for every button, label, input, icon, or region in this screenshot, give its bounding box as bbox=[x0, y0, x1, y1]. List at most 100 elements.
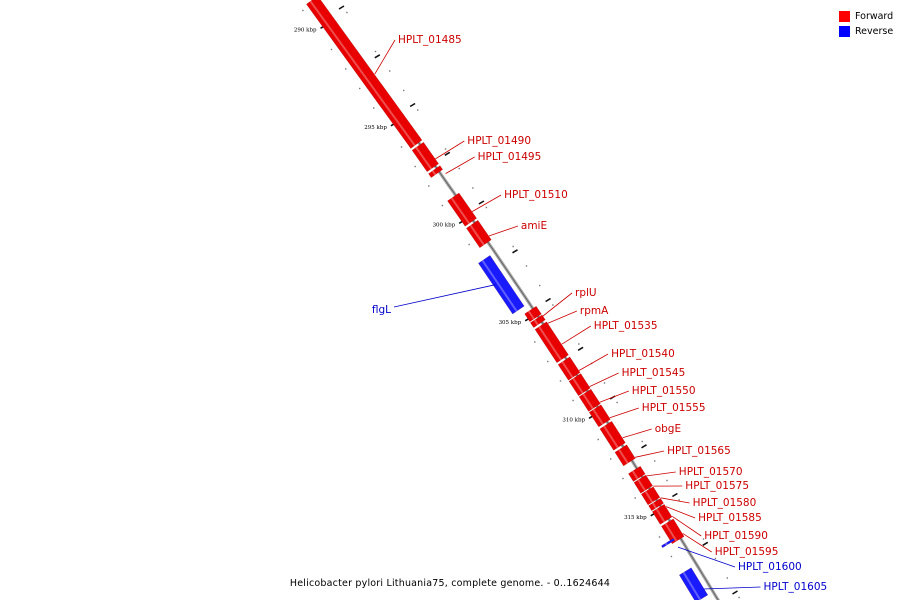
minor-tick bbox=[525, 265, 528, 267]
gene-labels: HPLT_01485 HPLT_01490 HPLT_01495 HPLT_01510… bbox=[372, 34, 827, 593]
gene-feature bbox=[524, 305, 542, 322]
label-leader bbox=[578, 353, 609, 371]
minor-tick bbox=[654, 460, 656, 462]
minor-tick bbox=[678, 499, 680, 501]
gene-highlight bbox=[682, 571, 701, 600]
gene-label: HPLT_01555 bbox=[642, 402, 706, 414]
gene-features bbox=[306, 0, 709, 600]
outer-tick bbox=[512, 249, 518, 254]
minor-tick bbox=[512, 245, 514, 248]
gene-label: HPLT_01485 bbox=[398, 34, 462, 46]
gene-feature bbox=[661, 518, 685, 545]
outer-tick bbox=[577, 346, 584, 351]
minor-tick bbox=[726, 577, 728, 579]
minor-tick bbox=[552, 304, 554, 306]
minor-tick bbox=[670, 555, 673, 558]
gene-feature bbox=[633, 474, 653, 494]
minor-tick bbox=[534, 341, 536, 343]
label-leader bbox=[393, 284, 496, 308]
label-leader bbox=[599, 390, 629, 403]
gene-highlight bbox=[309, 0, 416, 147]
label-leader bbox=[703, 586, 761, 590]
gene-feature bbox=[599, 421, 626, 451]
outer-tick bbox=[545, 297, 552, 303]
gene-label: HPLT_01600 bbox=[738, 561, 802, 573]
minor-tick bbox=[559, 380, 562, 382]
label-leader bbox=[374, 39, 396, 75]
minor-tick bbox=[373, 107, 375, 109]
minor-tick bbox=[374, 50, 377, 53]
label-leader bbox=[589, 372, 619, 387]
gene-label: HPLT_01565 bbox=[667, 445, 731, 457]
gene-label: HPLT_01510 bbox=[504, 189, 568, 201]
minor-tick bbox=[330, 48, 333, 51]
label-leader bbox=[665, 506, 696, 519]
minor-tick bbox=[738, 596, 740, 599]
minor-tick bbox=[622, 477, 624, 480]
gene-label: HPLT_01570 bbox=[679, 466, 743, 478]
legend-swatch-forward bbox=[839, 11, 850, 22]
gene-highlight bbox=[631, 470, 639, 480]
label-leader bbox=[609, 407, 639, 419]
genome-caption: Helicobacter pylori Lithuania75, complet… bbox=[289, 578, 611, 589]
major-ticks: 290 kbp 295 kbp 300 kbp 305 kbp 310 kbp 315 k… bbox=[294, 5, 738, 595]
outer-tick bbox=[702, 541, 709, 546]
outer-tick bbox=[478, 200, 485, 205]
minor-tick bbox=[539, 284, 541, 287]
gene-feature bbox=[661, 538, 675, 548]
minor-tick bbox=[468, 243, 470, 246]
minor-tick bbox=[603, 382, 606, 384]
gene-feature bbox=[568, 373, 591, 397]
gene-highlight bbox=[538, 326, 562, 361]
label-leader bbox=[677, 546, 736, 568]
gene-label: HPLT_01605 bbox=[764, 581, 828, 593]
legend-item-forward: Forward bbox=[839, 9, 893, 24]
gene-highlight bbox=[450, 197, 471, 224]
minor-tick bbox=[610, 458, 612, 460]
minor-tick bbox=[417, 109, 419, 111]
gene-feature bbox=[679, 567, 709, 600]
label-leader bbox=[445, 156, 475, 174]
outer-tick bbox=[409, 102, 416, 108]
gene-highlight bbox=[644, 490, 654, 503]
gene-feature bbox=[588, 404, 611, 428]
outer-tick bbox=[374, 54, 381, 59]
tick-label: 305 kbp bbox=[499, 320, 522, 326]
gene-feature bbox=[578, 388, 601, 412]
legend-item-reverse: Reverse bbox=[839, 24, 893, 39]
gene-label: HPLT_01585 bbox=[698, 512, 762, 524]
gene-feature bbox=[411, 141, 439, 172]
gene-feature bbox=[648, 498, 664, 511]
gene-highlight bbox=[415, 146, 433, 170]
label-leader bbox=[682, 533, 712, 553]
minor-tick bbox=[485, 206, 488, 209]
gene-feature bbox=[614, 444, 636, 467]
minor-tick bbox=[444, 148, 447, 150]
gene-highlight bbox=[527, 310, 535, 320]
gene-label: HPLT_01575 bbox=[685, 480, 749, 492]
legend-label-forward: Forward bbox=[855, 11, 894, 22]
label-leader bbox=[435, 140, 465, 160]
gene-feature bbox=[466, 220, 492, 248]
gene-feature bbox=[447, 192, 477, 227]
gene-feature bbox=[652, 504, 673, 525]
gene-label: HPLT_01535 bbox=[594, 320, 658, 332]
gene-highlight bbox=[582, 393, 594, 410]
gene-highlight bbox=[592, 409, 604, 425]
legend: Forward Reverse bbox=[839, 9, 893, 39]
gene-highlight bbox=[469, 224, 485, 246]
minor-tick bbox=[403, 89, 405, 92]
gene-feature bbox=[557, 356, 581, 381]
label-leader bbox=[660, 497, 690, 504]
legend-swatch-reverse bbox=[839, 26, 850, 37]
minor-tick bbox=[441, 204, 444, 207]
gene-highlight bbox=[481, 259, 518, 312]
gene-label: HPLT_01580 bbox=[693, 497, 757, 509]
label-leader bbox=[671, 515, 702, 537]
label-leader bbox=[542, 292, 573, 317]
minor-tick bbox=[634, 497, 636, 499]
minor-tick bbox=[389, 70, 391, 72]
outer-tick bbox=[444, 151, 451, 156]
minor-tick bbox=[616, 401, 618, 404]
gene-feature bbox=[530, 314, 546, 328]
